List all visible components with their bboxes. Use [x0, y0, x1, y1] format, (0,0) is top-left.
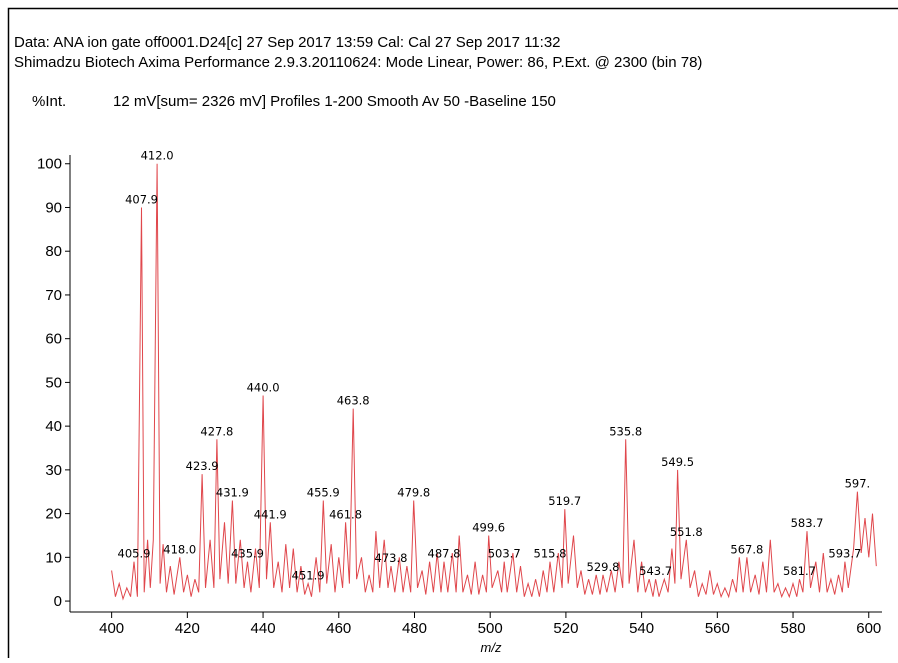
x-tick-label: 460 — [326, 620, 351, 637]
peak-label: 529.8 — [587, 560, 620, 574]
x-tick-label: 480 — [402, 620, 427, 637]
peak-label: 418.0 — [163, 542, 196, 556]
header-line: Data: ANA ion gate off0001.D24[c] 27 Sep… — [14, 34, 561, 51]
x-tick-label: 580 — [781, 620, 806, 637]
y-tick-label: 90 — [45, 199, 62, 216]
peak-label: 441.9 — [254, 507, 287, 521]
x-tick-label: 420 — [175, 620, 200, 637]
peak-label: 407.9 — [125, 192, 158, 206]
y-tick-label: 50 — [45, 374, 62, 391]
y-tick-label: 70 — [45, 287, 62, 304]
peak-label: 463.8 — [337, 394, 370, 408]
y-tick-label: 0 — [54, 593, 62, 610]
peak-label: 451.9 — [292, 569, 325, 583]
peak-label: 440.0 — [247, 381, 280, 395]
peak-label: 405.9 — [118, 547, 151, 561]
peak-label: 427.8 — [200, 424, 233, 438]
peak-label: 455.9 — [307, 485, 340, 499]
x-tick-label: 600 — [856, 620, 881, 637]
y-tick-label: 20 — [45, 506, 62, 523]
peak-label: 503.7 — [488, 547, 521, 561]
peak-label: 461.8 — [329, 507, 362, 521]
peak-label: 423.9 — [186, 459, 219, 473]
peak-label: 515.8 — [534, 547, 567, 561]
peak-label: 549.5 — [661, 455, 694, 469]
peak-label: 535.8 — [609, 424, 642, 438]
peak-label: 581.7 — [783, 564, 816, 578]
peak-label: 551.8 — [670, 525, 703, 539]
peak-label: 593.7 — [828, 547, 861, 561]
peak-label: 412.0 — [141, 149, 174, 163]
peak-label: 473.8 — [375, 551, 408, 565]
x-tick-label: 560 — [705, 620, 730, 637]
peak-label: 543.7 — [639, 564, 672, 578]
peak-label: 499.6 — [472, 520, 505, 534]
y-tick-label: 80 — [45, 243, 62, 260]
y-tick-label: 40 — [45, 418, 62, 435]
y-tick-label: 100 — [37, 156, 62, 173]
x-tick-label: 540 — [629, 620, 654, 637]
x-tick-label: 520 — [553, 620, 578, 637]
y-tick-label: 60 — [45, 331, 62, 348]
x-tick-label: 440 — [251, 620, 276, 637]
y-tick-label: 10 — [45, 549, 62, 566]
peak-label: 519.7 — [548, 494, 581, 508]
x-axis-label: m/z — [481, 640, 502, 655]
y-axis-label: %Int. — [32, 93, 66, 110]
peak-label: 583.7 — [791, 516, 824, 530]
peak-label: 479.8 — [397, 485, 430, 499]
peak-label: 567.8 — [730, 542, 763, 556]
peak-label: 431.9 — [216, 485, 249, 499]
y-tick-label: 30 — [45, 462, 62, 479]
x-tick-label: 400 — [99, 620, 124, 637]
peak-label: 435.9 — [231, 547, 264, 561]
subtitle: 12 mV[sum= 2326 mV] Profiles 1-200 Smoot… — [113, 93, 556, 110]
header-line: Shimadzu Biotech Axima Performance 2.9.3… — [14, 54, 702, 71]
peak-label: 597. — [845, 477, 871, 491]
peak-label: 487.8 — [428, 547, 461, 561]
x-tick-label: 500 — [478, 620, 503, 637]
